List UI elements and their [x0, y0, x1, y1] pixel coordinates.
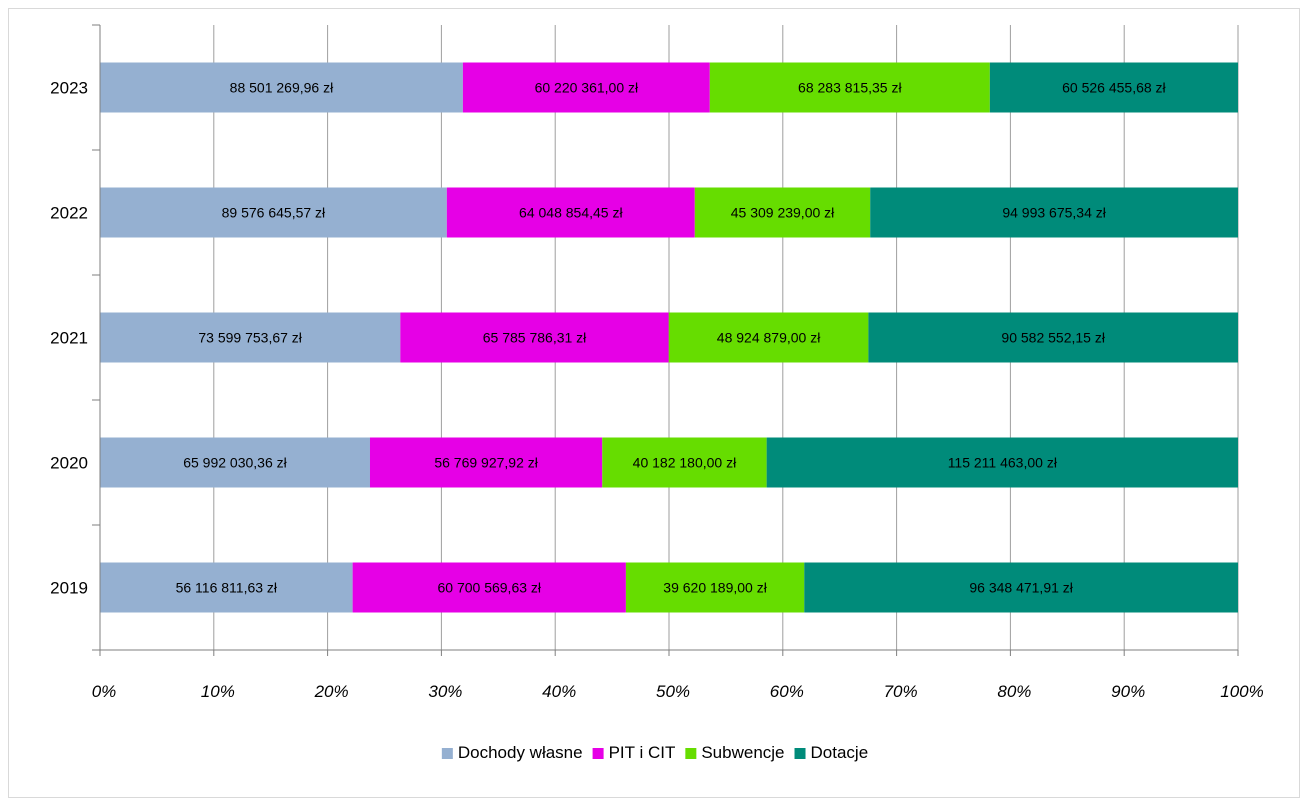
category-label-2023: 2023: [50, 79, 88, 98]
data-label-2019-series-0: 56 116 811,63 zł: [176, 580, 278, 596]
legend-item-3: Dotacje: [794, 743, 869, 762]
data-label-2022-series-1: 64 048 854,45 zł: [519, 205, 623, 221]
bar-2021-series-1: [400, 312, 669, 363]
bar-2022-series-1: [446, 187, 695, 238]
data-label-2021-series-1: 65 785 786,31 zł: [483, 330, 587, 346]
bar-2023-series-0: [100, 62, 463, 113]
bar-2023-series-3: [989, 62, 1238, 113]
data-label-2023-series-1: 60 220 361,00 zł: [535, 80, 639, 96]
x-tick-label-0: 0%: [92, 682, 117, 701]
data-label-2022-series-0: 89 576 645,57 zł: [222, 205, 326, 221]
stacked-bar-chart: 56 116 811,63 zł 60 700 569,63 zł 39 620 1…: [50, 24, 1264, 762]
bar-2020-series-3: [766, 437, 1238, 488]
bar-2020-series-2: [602, 437, 767, 488]
x-tick-label-10: 100%: [1220, 682, 1263, 701]
x-tick-label-6: 60%: [770, 682, 804, 701]
x-tick-label-5: 50%: [656, 682, 690, 701]
bar-2019-series-1: [352, 562, 626, 613]
x-tick-label-2: 20%: [314, 682, 349, 701]
bar-2019-series-2: [625, 562, 805, 613]
data-label-2020-series-1: 56 769 927,92 zł: [434, 455, 538, 471]
bar-2022-series-0: [100, 187, 447, 238]
data-label-2021-series-2: 48 924 879,00 zł: [717, 330, 821, 346]
category-label-2021: 2021: [50, 329, 88, 348]
x-tick-label-9: 90%: [1111, 682, 1145, 701]
legend-label-2: Subwencje: [701, 743, 784, 762]
x-tick-label-7: 70%: [884, 682, 918, 701]
legend-item-0: Dochody własne: [441, 743, 583, 762]
bar-2019-series-3: [804, 562, 1238, 613]
legend-item-2: Subwencje: [685, 743, 785, 762]
bar-2020-series-1: [369, 437, 603, 488]
x-tick-label-8: 80%: [997, 682, 1031, 701]
x-tick-label-1: 10%: [201, 682, 235, 701]
legend-swatch-0: [441, 748, 453, 759]
legend-label-1: PIT i CIT: [609, 743, 676, 762]
data-label-2019-series-1: 60 700 569,63 zł: [437, 580, 541, 596]
data-label-2019-series-2: 39 620 189,00 zł: [663, 580, 767, 596]
legend: Dochody własne PIT i CIT Subwencje Dotacje: [441, 743, 869, 762]
legend-swatch-2: [685, 748, 697, 759]
data-label-2020-series-3: 115 211 463,00 zł: [948, 455, 1058, 471]
legend-swatch-3: [794, 748, 806, 759]
bar-2022-series-2: [694, 187, 871, 238]
bar-2021-series-0: [100, 312, 401, 363]
data-label-2023-series-0: 88 501 269,96 zł: [230, 80, 334, 96]
legend-swatch-1: [592, 748, 604, 759]
bars-layer: 56 116 811,63 zł 60 700 569,63 zł 39 620 1…: [100, 62, 1238, 613]
category-label-2019: 2019: [50, 579, 88, 598]
bar-2023-series-2: [709, 62, 990, 113]
bar-2020-series-0: [100, 437, 370, 488]
legend-item-1: PIT i CIT: [592, 743, 676, 762]
chart-root: 56 116 811,63 zł 60 700 569,63 zł 39 620 1…: [8, 8, 1300, 798]
data-label-2020-series-0: 65 992 030,36 zł: [183, 455, 287, 471]
bar-2021-series-3: [868, 312, 1238, 363]
data-label-2021-series-3: 90 582 552,15 zł: [1001, 330, 1105, 346]
category-label-2022: 2022: [50, 204, 88, 223]
data-label-2023-series-3: 60 526 455,68 zł: [1062, 80, 1166, 96]
data-label-2020-series-2: 40 182 180,00 zł: [633, 455, 737, 471]
data-label-2022-series-3: 94 993 675,34 zł: [1002, 205, 1106, 221]
data-label-2023-series-2: 68 283 815,35 zł: [798, 80, 902, 96]
x-tick-label-3: 30%: [428, 682, 462, 701]
legend-label-0: Dochody własne: [458, 743, 583, 762]
legend-label-3: Dotacje: [811, 743, 869, 762]
bar-2019-series-0: [100, 562, 353, 613]
data-label-2022-series-2: 45 309 239,00 zł: [731, 205, 835, 221]
x-tick-label-4: 40%: [542, 682, 576, 701]
data-label-2019-series-3: 96 348 471,91 zł: [969, 580, 1073, 596]
axis-layer: 0% 10% 20% 30% 40% 50% 60% 70% 80% 90% 100% 2019 202…: [50, 24, 1264, 701]
category-label-2020: 2020: [50, 454, 88, 473]
bar-2021-series-2: [668, 312, 869, 363]
bar-2023-series-1: [462, 62, 710, 113]
bar-2022-series-3: [870, 187, 1238, 238]
data-label-2021-series-0: 73 599 753,67 zł: [198, 330, 302, 346]
